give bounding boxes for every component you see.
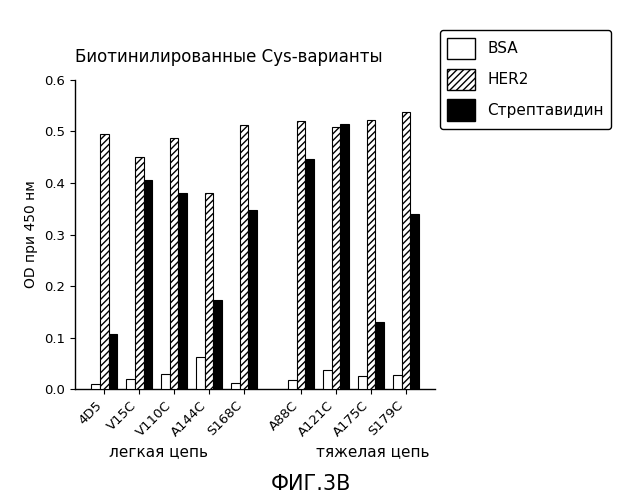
Bar (126, 379, 135, 389)
Bar (248, 210, 258, 389)
Bar (196, 357, 205, 389)
Text: Биотинилированные Cys-варианты: Биотинилированные Cys-варианты (75, 48, 383, 66)
Bar (231, 383, 239, 389)
Text: тяжелая цепь: тяжелая цепь (316, 444, 429, 459)
Bar (297, 121, 305, 389)
Bar (305, 159, 314, 389)
Bar (340, 124, 349, 389)
Bar (323, 370, 332, 389)
Legend: BSA, HER2, Стрептавидин: BSA, HER2, Стрептавидин (440, 30, 611, 129)
Bar (411, 214, 419, 389)
Bar (402, 112, 411, 389)
Bar (375, 322, 384, 389)
Bar (332, 127, 340, 389)
Bar (239, 125, 248, 389)
Bar (100, 134, 108, 389)
Bar (392, 375, 402, 389)
Bar (288, 380, 297, 389)
Bar (205, 193, 213, 389)
Bar (91, 384, 100, 389)
Bar (213, 300, 222, 389)
Bar (108, 334, 118, 389)
Bar (358, 376, 366, 389)
Text: легкая цепь: легкая цепь (109, 444, 208, 459)
Bar (161, 374, 170, 389)
Text: ФИГ.3В: ФИГ.3В (271, 474, 351, 494)
Bar (135, 157, 144, 389)
Bar (170, 138, 179, 389)
Bar (366, 120, 375, 389)
Bar (179, 193, 187, 389)
Y-axis label: OD при 450 нм: OD при 450 нм (24, 181, 39, 288)
Bar (144, 181, 152, 389)
